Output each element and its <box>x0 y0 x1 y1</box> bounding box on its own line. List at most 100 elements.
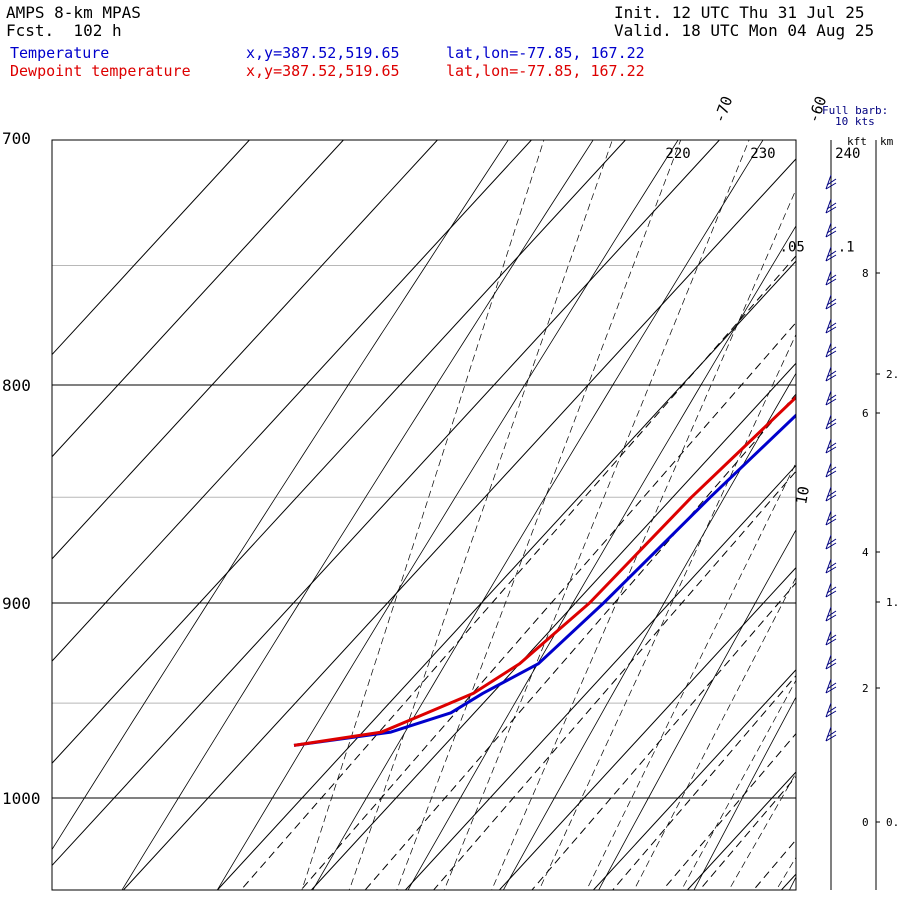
kft-label: kft <box>847 135 867 148</box>
moist-adiabat-line <box>491 188 796 890</box>
kft-tick-label: 8 <box>862 267 869 280</box>
wind-barb-flag <box>826 202 837 210</box>
wind-barb-staff <box>825 558 832 574</box>
wind-barb <box>825 198 837 214</box>
legend-temperature-latlon: lat,lon=-77.85, 167.22 <box>446 44 645 62</box>
isotherm-line <box>52 140 344 458</box>
wind-barb <box>825 318 837 334</box>
wind-barb <box>825 582 837 598</box>
wind-barb <box>825 558 837 574</box>
wind-barb <box>825 702 837 718</box>
wind-barb-flag <box>825 542 837 550</box>
wind-barb-staff <box>825 486 832 502</box>
wind-barb <box>825 342 837 358</box>
wind-barb-flag <box>826 418 837 426</box>
isotherm-line <box>52 140 438 560</box>
isotherm-line <box>52 140 250 356</box>
legend-dewpoint-name: Dewpoint temperature <box>10 62 191 80</box>
wind-barb-flag <box>826 610 837 618</box>
valid-time: Valid. 18 UTC Mon 04 Aug 25 <box>614 21 875 40</box>
wind-barb-staff <box>825 630 832 646</box>
moist-adiabat-line <box>396 140 682 890</box>
wind-barb-staff <box>825 174 832 190</box>
wind-barb <box>825 486 837 502</box>
pressure-tick-label: 900 <box>2 594 31 613</box>
wind-barb-flag <box>826 442 837 450</box>
wind-barb-staff <box>825 294 832 310</box>
wind-barb-flag <box>825 494 837 502</box>
wind-barb <box>825 438 837 454</box>
wind-barb-staff <box>825 726 832 742</box>
legend-temperature-xy: x,y=387.52,519.65 <box>246 44 400 62</box>
kft-tick-label: 6 <box>862 407 869 420</box>
isotherm-line <box>52 140 626 764</box>
wind-barb-staff <box>825 246 832 262</box>
isotherm-line <box>123 158 796 890</box>
isotherm-label: 10 <box>792 485 813 506</box>
legend-dewpoint-xy: x,y=387.52,519.65 <box>246 62 400 80</box>
wind-barb-flag <box>826 682 837 690</box>
dry-adiabat-line <box>52 140 509 851</box>
wind-barb-staff <box>825 678 832 694</box>
wind-barb-flag <box>825 398 837 406</box>
wind-barb-flag <box>826 346 837 354</box>
wind-barb <box>825 510 837 526</box>
wind-barb <box>825 270 837 286</box>
dry-adiabat-line <box>121 140 594 890</box>
moist-adiabat-line <box>775 856 796 890</box>
isotherm-line <box>499 566 796 890</box>
moist-adiabat-line <box>814 84 900 900</box>
mixing-ratio-line <box>432 470 796 890</box>
moist-adiabat-line <box>538 333 796 890</box>
wind-barb-flag <box>826 298 837 306</box>
wind-barb-staff <box>825 198 832 214</box>
wind-barb-flag <box>825 590 837 598</box>
wind-barb-staff <box>825 390 832 406</box>
moist-adiabat-line <box>443 140 750 890</box>
dry-adiabat-line <box>598 529 796 890</box>
wind-barb <box>825 678 837 694</box>
wind-barb-flag <box>826 394 837 402</box>
wind-barb-flag <box>825 710 837 718</box>
wind-barb-staff <box>825 438 832 454</box>
wind-barb-flag <box>826 226 837 234</box>
dry-adiabat-line <box>502 372 796 890</box>
mixing-ratio-line <box>612 674 796 890</box>
init-time: Init. 12 UTC Thu 31 Jul 25 <box>614 3 865 22</box>
wind-barb-flag <box>826 370 837 378</box>
mixing-ratio-line <box>240 255 796 890</box>
isotherm-label: -70 <box>710 94 736 126</box>
wind-barb-staff <box>825 222 832 238</box>
wind-barb <box>825 246 837 262</box>
wind-barb-flag <box>825 278 837 286</box>
wind-barb <box>825 726 837 742</box>
wind-barb-staff <box>825 510 832 526</box>
wind-barb-flag <box>825 230 837 238</box>
dewpoint-line <box>293 395 796 747</box>
legend-temperature-name: Temperature <box>10 44 110 62</box>
moist-adiabat-line <box>681 679 796 890</box>
pressure-tick-label: 800 <box>2 376 31 395</box>
wind-barb-flag <box>826 730 837 738</box>
plot-frame <box>51 139 797 891</box>
kft-tick-label: 2 <box>862 682 869 695</box>
wind-barb-flag <box>825 446 837 454</box>
wind-barb <box>825 414 837 430</box>
dry-adiabat-line <box>216 140 679 890</box>
km-label: km <box>880 135 894 148</box>
wind-barb-flag <box>826 586 837 594</box>
wind-barb-flag <box>825 734 837 742</box>
wind-barb-flag <box>825 686 837 694</box>
wind-barb-staff <box>825 606 832 622</box>
dry-adiabat-line <box>877 84 900 900</box>
dry-adiabat-line <box>407 225 796 890</box>
wind-barb-staff <box>825 366 832 382</box>
isotherm-line <box>52 140 532 662</box>
wind-barb <box>825 654 837 670</box>
wind-barb-flag <box>826 658 837 666</box>
wind-barb-flag <box>825 182 837 190</box>
legend-dewpoint-latlon: lat,lon=-77.85, 167.22 <box>446 62 645 80</box>
wind-barb-flag <box>826 634 837 642</box>
wind-barb-flag <box>826 250 837 258</box>
